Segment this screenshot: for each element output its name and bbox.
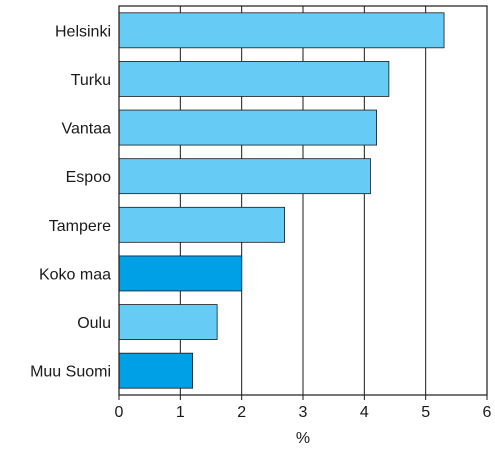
bar-vantaa (118, 109, 378, 146)
x-tick-label: 0 (115, 404, 124, 421)
bar-espoo (118, 158, 371, 195)
plot-frame (118, 5, 488, 396)
category-label: Helsinki (55, 23, 111, 40)
bar-muu-suomi (118, 352, 193, 389)
x-tick-label: 3 (299, 404, 308, 421)
x-tick-label: 1 (176, 404, 185, 421)
category-label: Koko maa (39, 266, 111, 283)
x-tick-label: 6 (483, 404, 492, 421)
x-tick-label: 5 (421, 404, 430, 421)
bar-tampere (118, 206, 286, 243)
category-label: Turku (71, 72, 111, 89)
x-tick-labels: 0 1 2 3 4 5 6 (115, 404, 492, 421)
category-label: Vantaa (61, 121, 111, 138)
bar-koko-maa (118, 255, 243, 292)
category-label: Tampere (49, 218, 111, 235)
x-tick-label: 2 (237, 404, 246, 421)
category-label: Oulu (77, 315, 111, 332)
category-label: Espoo (66, 169, 111, 186)
bars (118, 12, 445, 389)
x-tick-label: 4 (360, 404, 369, 421)
bar-helsinki (118, 12, 445, 49)
bar-turku (118, 61, 390, 97)
category-label: Muu Suomi (30, 364, 111, 381)
x-axis-label: % (296, 430, 310, 447)
bar-oulu (118, 304, 218, 340)
category-labels: Helsinki Turku Vantaa Espoo Tampere Koko maa O… (30, 23, 111, 380)
